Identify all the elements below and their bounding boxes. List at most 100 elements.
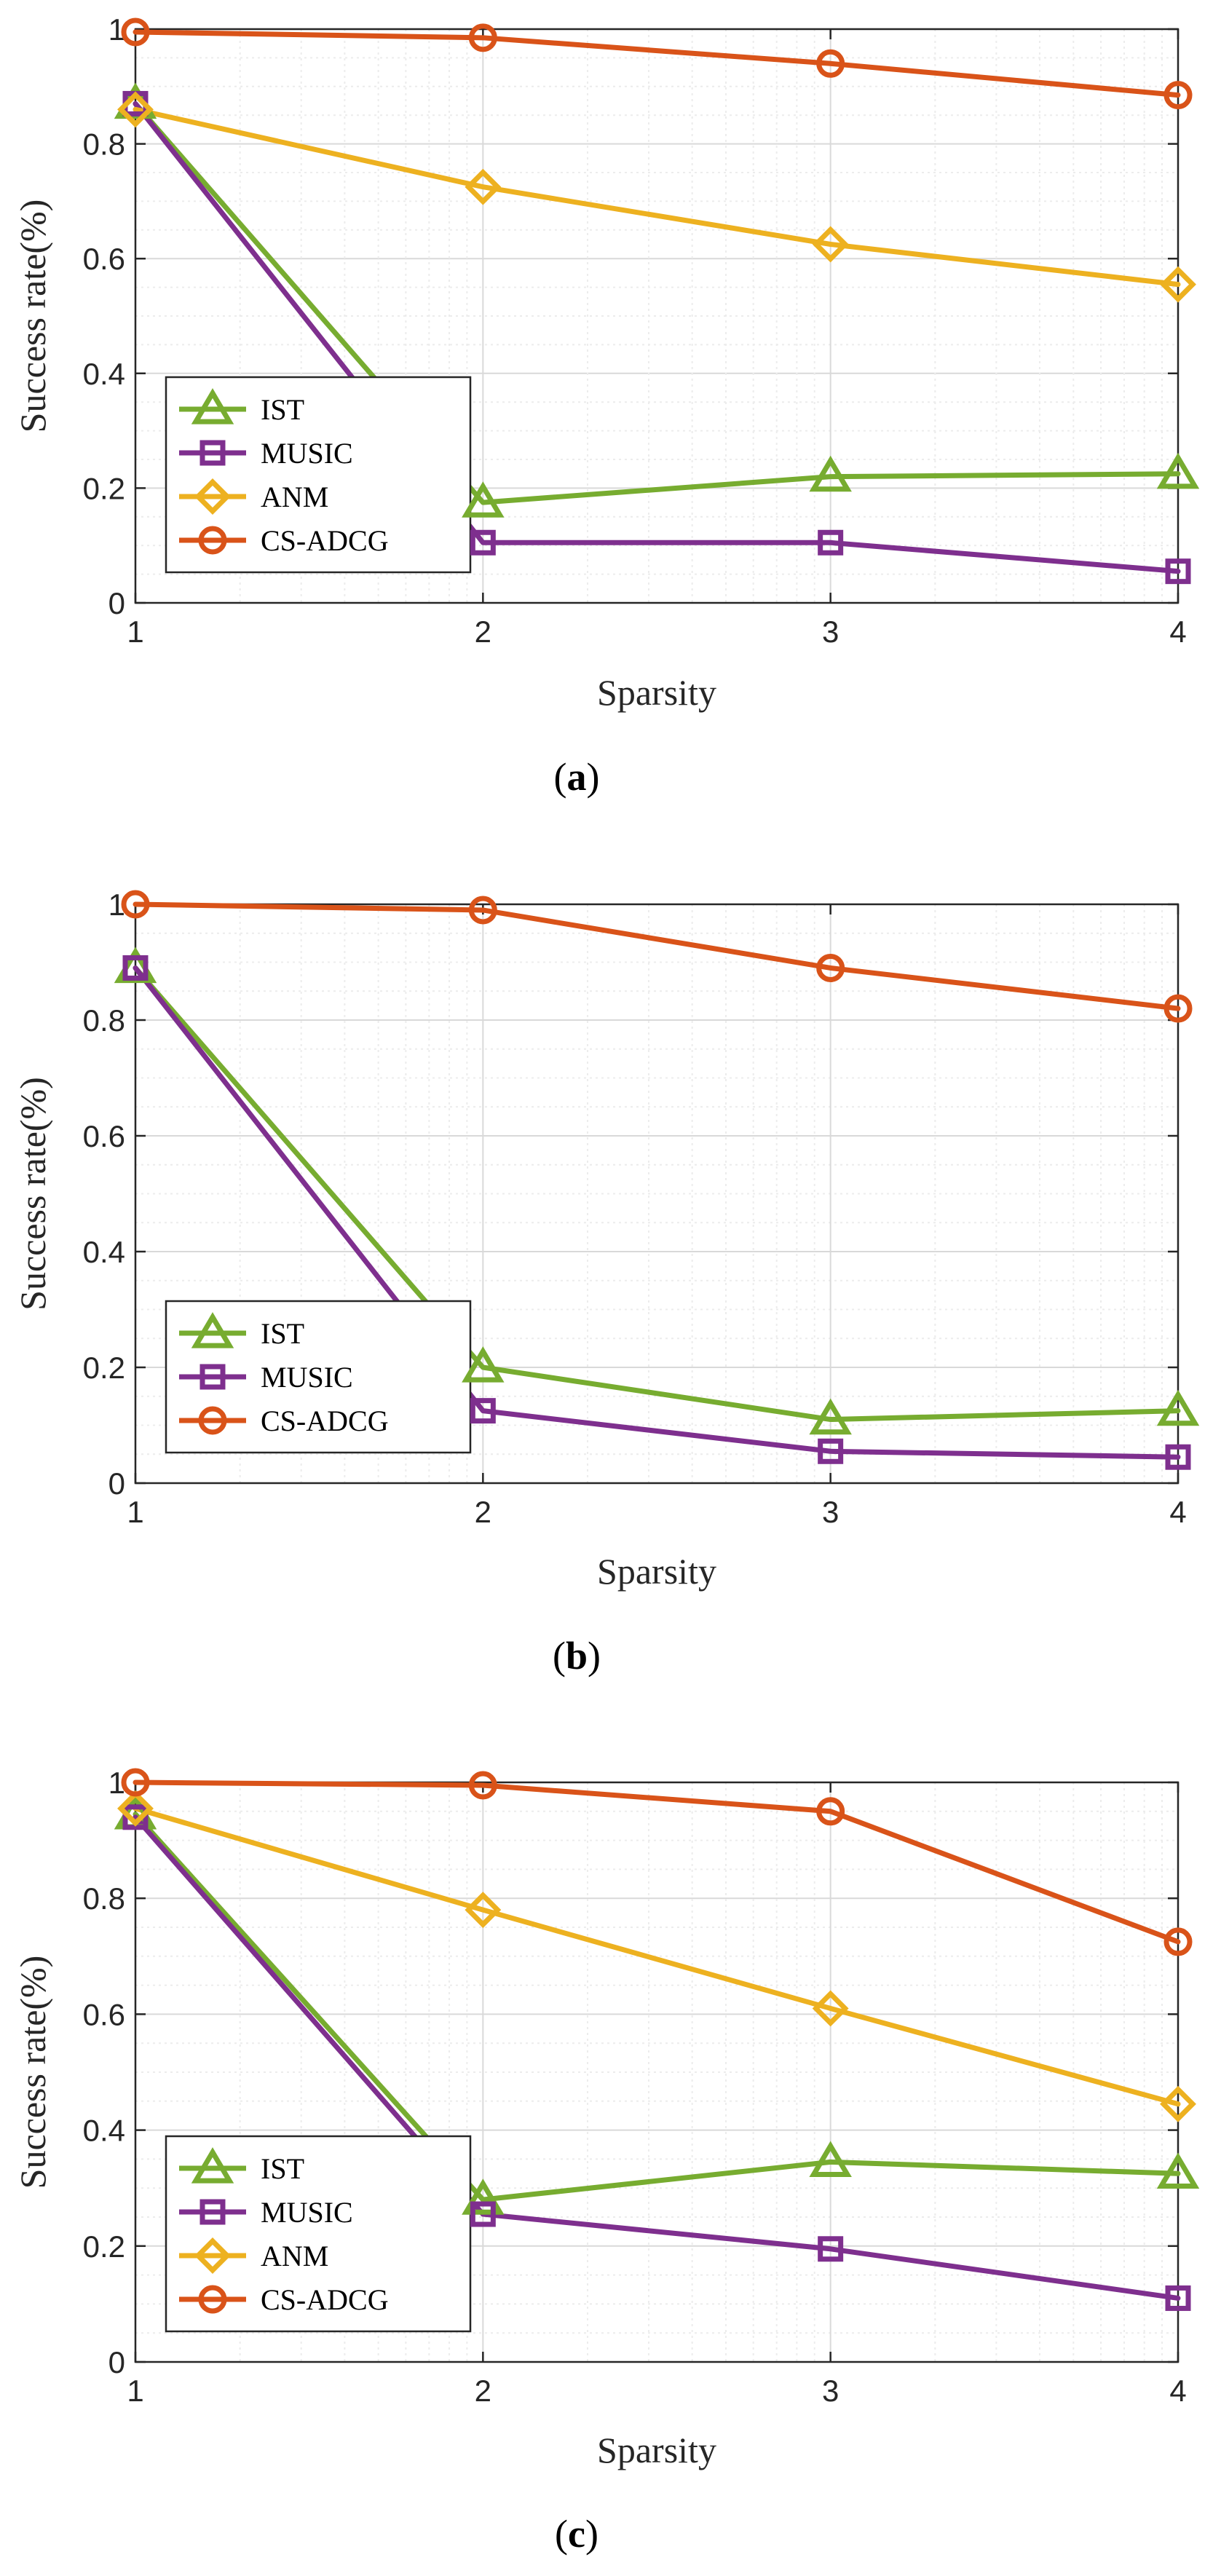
data-point-anm: [1160, 2085, 1196, 2122]
y-tick-label: 1: [108, 1766, 125, 1800]
series-line-ist: [133, 100, 1181, 505]
data-point-music: [1165, 1444, 1191, 1470]
y-axis-label: Success rate(%): [12, 1077, 53, 1311]
x-tick-label: 3: [822, 1495, 839, 1529]
y-tick-label: 0.6: [83, 242, 125, 276]
y-tick-label: 1: [108, 12, 125, 47]
y-tick-label: 0.6: [83, 1997, 125, 2031]
data-point-cs-adcg: [816, 1797, 845, 1826]
legend-label-cs-adcg: CS-ADCG: [261, 524, 389, 557]
series-line-music: [133, 100, 1181, 574]
axes-box: [134, 1781, 1180, 2363]
legend-marker-music: [199, 440, 226, 466]
figure-caption: (a): [554, 755, 600, 799]
x-tick-label: 1: [127, 2374, 143, 2408]
legend-label-cs-adcg: CS-ADCG: [261, 2283, 389, 2316]
legend-marker-anm: [194, 478, 231, 515]
legend-label-cs-adcg: CS-ADCG: [261, 1404, 389, 1437]
data-point-music: [818, 1438, 844, 1464]
y-tick-label: 0: [108, 1466, 125, 1501]
x-axis-label: Sparsity: [597, 1551, 716, 1592]
series-line-music: [133, 1814, 1181, 2301]
x-tick-label: 1: [127, 615, 143, 649]
axes-box: [134, 903, 1180, 1485]
data-point-ist: [462, 1346, 505, 1383]
data-point-music: [818, 2236, 844, 2262]
x-tick-label: 4: [1169, 1495, 1186, 1529]
figure-caption: (b): [553, 1634, 601, 1678]
legend-label-music: MUSIC: [261, 437, 353, 470]
data-point-cs-adcg: [1163, 1927, 1193, 1956]
y-tick-label: 0.2: [83, 471, 125, 505]
y-tick-label: 0.2: [83, 1351, 125, 1385]
data-point-ist: [462, 481, 505, 518]
legend-label-anm: ANM: [261, 2240, 328, 2272]
x-tick-label: 3: [822, 615, 839, 649]
legend-marker-music: [199, 2199, 226, 2225]
legend: IST MUSIC CS-ADCG: [165, 1300, 472, 1454]
legend: IST MUSIC ANM CS-ADCG: [165, 2135, 472, 2333]
data-point-cs-adcg: [1163, 994, 1193, 1023]
chart-panel-a: 0 0.2 0.4 0.6 0.8 1 1 2 3 4 Sparsity Success rate(%…: [12, 12, 1200, 799]
legend-marker-ist: [191, 388, 234, 424]
data-point-cs-adcg: [1163, 81, 1193, 110]
x-axis-label: Sparsity: [597, 2430, 716, 2470]
data-point-anm: [812, 226, 849, 263]
y-tick-label: 0.6: [83, 1119, 125, 1153]
axes-box: [134, 28, 1180, 604]
data-point-cs-adcg: [121, 890, 150, 919]
y-axis-label: Success rate(%): [12, 199, 53, 433]
data-point-ist: [1156, 452, 1200, 489]
legend-label-music: MUSIC: [261, 1361, 353, 1394]
series-line-cs-adcg: [133, 1779, 1181, 1945]
series-line-cs-adcg: [133, 901, 1181, 1011]
chart-panel-c: 0 0.2 0.4 0.6 0.8 1 1 2 3 4 Sparsity Success rate(%…: [12, 1766, 1200, 2556]
data-point-anm: [1160, 266, 1196, 303]
data-point-anm: [117, 91, 154, 128]
y-tick-label: 0.2: [83, 2229, 125, 2264]
legend-label-ist: IST: [261, 1317, 304, 1350]
x-tick-label: 2: [475, 2374, 491, 2408]
data-point-cs-adcg: [468, 896, 497, 925]
data-point-cs-adcg: [121, 17, 150, 47]
x-tick-label: 1: [127, 1495, 143, 1529]
series-line-ist: [133, 1812, 1181, 2202]
data-point-ist: [809, 1398, 852, 1435]
legend-marker-anm: [194, 2237, 231, 2274]
y-tick-label: 0: [108, 586, 125, 620]
x-tick-label: 3: [822, 2374, 839, 2408]
y-tick-label: 1: [108, 888, 125, 922]
figure-caption: (c): [555, 2512, 598, 2556]
series-line-anm: [133, 106, 1181, 288]
legend: IST MUSIC ANM CS-ADCG: [165, 376, 472, 574]
data-point-cs-adcg: [816, 953, 845, 982]
legend-label-ist: IST: [261, 2152, 304, 2185]
data-point-music: [122, 1804, 149, 1830]
legend-marker-cs-adcg: [198, 1406, 227, 1435]
data-point-anm: [465, 168, 502, 205]
legend-marker-ist: [191, 1312, 234, 1348]
data-point-music: [470, 529, 496, 556]
chart-panel-b: 0 0.2 0.4 0.6 0.8 1 1 2 3 4 Sparsity Success rate(%…: [12, 888, 1200, 1678]
legend-marker-ist: [191, 2147, 234, 2184]
x-tick-label: 4: [1169, 2374, 1186, 2408]
data-point-ist: [1156, 1389, 1200, 1426]
data-point-ist: [809, 2141, 852, 2178]
x-axis-label: Sparsity: [597, 672, 716, 713]
data-point-music: [1165, 2285, 1191, 2311]
series-line-music: [133, 965, 1181, 1460]
data-point-music: [470, 1398, 496, 1424]
data-point-cs-adcg: [468, 23, 497, 52]
y-tick-label: 0.8: [83, 127, 125, 162]
data-point-music: [122, 955, 149, 981]
y-tick-label: 0.4: [83, 2114, 125, 2148]
x-tick-label: 2: [475, 1495, 491, 1529]
legend-marker-music: [199, 1364, 226, 1390]
y-tick-label: 0.8: [83, 1881, 125, 1916]
series-line-cs-adcg: [133, 29, 1181, 98]
data-point-anm: [812, 1990, 849, 2027]
data-point-cs-adcg: [468, 1771, 497, 1800]
series-line-ist: [133, 965, 1181, 1423]
y-tick-label: 0.4: [83, 357, 125, 391]
